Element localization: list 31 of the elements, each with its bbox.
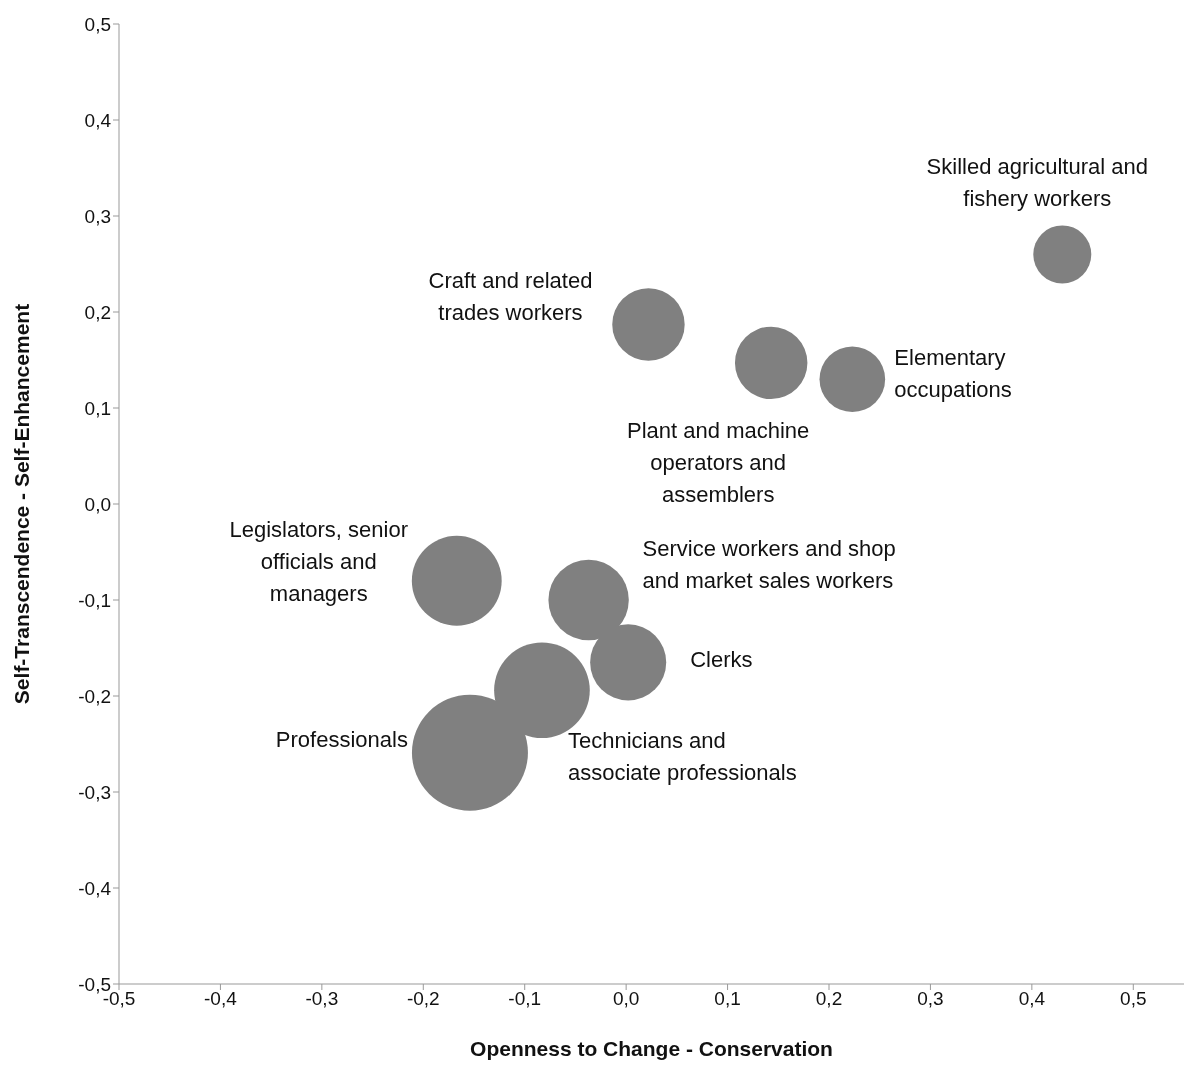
y-axis-title: Self-Transcendence - Self-Enhancement	[10, 303, 34, 705]
x-tick-label: -0,4	[204, 988, 238, 1010]
annotation: Skilled agricultural and fishery workers	[926, 154, 1148, 212]
y-tick-label: 0,3	[84, 205, 111, 227]
x-tick-label: 0,2	[815, 988, 843, 1010]
x-tick-label: -0,1	[508, 988, 542, 1010]
y-tick-label: 0,1	[84, 397, 111, 419]
annotation: Craft and related trades workers	[428, 268, 593, 326]
annotation: Clerks	[690, 647, 753, 673]
y-tick-label: -0,3	[78, 781, 111, 803]
x-tick-label: 0,0	[612, 988, 640, 1010]
y-tick-label: -0,4	[78, 877, 112, 899]
x-tick-label: 0,4	[1018, 988, 1046, 1010]
annotation: Elementary occupations	[894, 345, 1012, 403]
y-tick-label: -0,1	[78, 589, 111, 611]
x-axis-title: Openness to Change - Conservation	[470, 1037, 833, 1060]
x-tick-label: 0,1	[714, 988, 741, 1010]
annotation: Plant and machine operators and assemblers	[627, 417, 810, 507]
annotation: Legislators, senior officials and managers	[229, 516, 409, 606]
y-tick-label: -0,2	[78, 685, 111, 707]
x-tick-label: -0,3	[305, 988, 339, 1010]
y-tick-label: 0,0	[84, 493, 111, 515]
annotation: Service workers and shop and market sales workers	[642, 536, 896, 593]
annotation: Technicians and associate professionals	[567, 728, 797, 786]
y-tick-label: 0,2	[84, 301, 111, 323]
x-tick-label: 0,5	[1120, 988, 1147, 1010]
x-tick-label: 0,3	[917, 988, 944, 1010]
y-tick-label: 0,5	[84, 13, 111, 35]
y-tick-label: 0,4	[84, 109, 112, 131]
x-tick-label: -0,2	[406, 988, 440, 1010]
annotation: Professionals	[275, 726, 408, 752]
